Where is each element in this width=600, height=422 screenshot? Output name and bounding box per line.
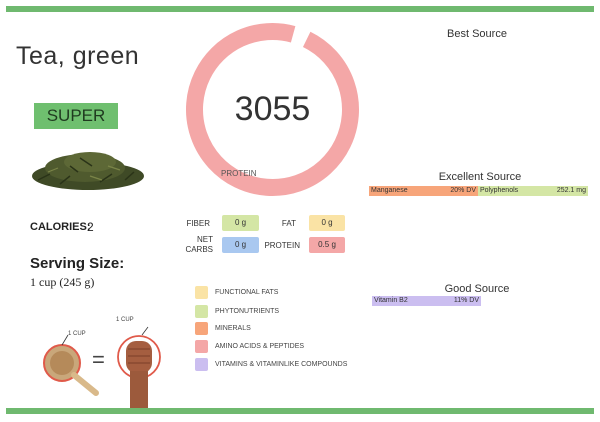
equals-sign: = xyxy=(92,347,105,372)
tea-leaves-image xyxy=(32,152,144,190)
legend-swatch xyxy=(195,358,208,371)
food-title: Tea, green xyxy=(16,42,140,70)
fist-icon xyxy=(117,326,161,408)
donut-center-value: 3055 xyxy=(234,90,311,128)
fat-value-chip: 0 g xyxy=(309,215,345,231)
source-bar-vitamin-b2: Vitamin B2 11% DV xyxy=(372,296,481,306)
net-carbs-value-chip: 0 g xyxy=(222,237,259,253)
bottom-divider xyxy=(6,408,594,414)
top-divider xyxy=(6,6,594,12)
source-name: Vitamin B2 xyxy=(374,297,408,304)
measuring-cup-icon xyxy=(43,334,99,396)
legend-swatch xyxy=(195,340,208,353)
legend-label: VITAMINS & VITAMINLIKE COMPOUNDS xyxy=(215,361,348,368)
fiber-label: FIBER xyxy=(186,219,210,228)
legend-swatch xyxy=(195,286,208,299)
source-value: 252.1 mg xyxy=(556,187,586,194)
net-carbs-label-line1: NET xyxy=(197,235,213,244)
protein-label: PROTEIN xyxy=(264,241,300,250)
excellent-source-heading: Excellent Source xyxy=(438,171,522,183)
source-name: Manganese xyxy=(371,187,408,194)
legend-label: FUNCTIONAL FATS xyxy=(215,289,279,296)
source-name: Polyphenols xyxy=(480,187,519,194)
legend-swatch xyxy=(195,322,208,335)
net-carbs-label: NET CARBS xyxy=(180,235,213,255)
super-badge: SUPER xyxy=(34,103,118,129)
calories-label: CALORIES: xyxy=(30,221,91,233)
legend-label: MINERALS xyxy=(215,325,251,332)
legend-label: AMINO ACIDS & PEPTIDES xyxy=(215,343,305,350)
source-value: 20% DV xyxy=(450,187,476,194)
serving-size-value: 1 cup (245 g) xyxy=(30,275,95,289)
source-bar-manganese: Manganese 20% DV xyxy=(369,186,478,196)
net-carbs-label-line2: CARBS xyxy=(185,245,213,254)
protein-value-chip: 0.5 g xyxy=(309,237,345,253)
fat-label: FAT xyxy=(281,219,296,228)
legend-swatch xyxy=(195,305,208,318)
serving-illustration: 1 CUP = 1 CUP xyxy=(30,315,180,410)
protein-donut-chart xyxy=(186,22,359,196)
fiber-value-chip: 0 g xyxy=(222,215,259,231)
legend-label: PHYTONUTRIENTS xyxy=(215,308,280,315)
best-source-heading: Best Source xyxy=(447,28,507,40)
donut-protein-segment xyxy=(186,22,359,196)
cup-label-2: 1 CUP xyxy=(116,317,134,323)
source-value: 11% DV xyxy=(453,297,479,304)
calories-value: 2 xyxy=(87,220,94,234)
serving-size-label: Serving Size: xyxy=(30,255,125,272)
source-bar-polyphenols: Polyphenols 252.1 mg xyxy=(478,186,588,196)
donut-segment-label: PROTEIN xyxy=(221,169,257,178)
cup-label-1: 1 CUP xyxy=(68,331,86,337)
good-source-heading: Good Source xyxy=(444,283,510,295)
